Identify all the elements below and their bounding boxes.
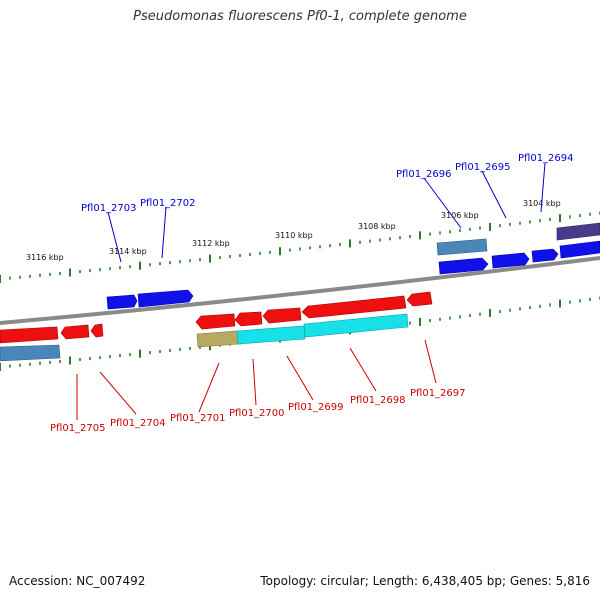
gene-label-pfl01-2704[interactable]: Pfl01_2704 [110, 418, 166, 429]
gene-arrow-partial-right[interactable] [559, 240, 600, 259]
topology-text: Topology: circular; Length: 6,438,405 bp… [260, 574, 590, 588]
gene-arrow-pfl01-2700[interactable] [234, 311, 263, 327]
gene-label-pfl01-2698[interactable]: Pfl01_2698 [350, 395, 406, 406]
feature-cyan-lower-1[interactable] [236, 325, 306, 345]
gene-arrow-pfl01-2704b[interactable] [90, 323, 104, 338]
accession-text: Accession: NC_007492 [9, 574, 146, 588]
kbp-label: 3112 kbp [192, 239, 230, 248]
gene-label-pfl01-2699[interactable]: Pfl01_2699 [288, 402, 344, 413]
gene-arrow-pfl01-2699[interactable] [262, 307, 302, 324]
feature-cyan-lower-2[interactable] [303, 313, 409, 338]
kbp-label: 3108 kbp [358, 222, 396, 231]
gene-label-pfl01-2696[interactable]: Pfl01_2696 [396, 169, 452, 180]
feature-steelblue-upper[interactable] [436, 238, 488, 256]
genome-title: Pseudomonas fluorescens Pf0-1, complete … [133, 9, 467, 24]
kbp-label: 3110 kbp [275, 231, 313, 240]
gene-arrow-pfl01-2695[interactable] [491, 252, 530, 269]
genome-backbone [0, 256, 600, 325]
gene-arrow-pfl01-2705[interactable] [0, 326, 59, 344]
gene-label-pfl01-2702[interactable]: Pfl01_2702 [140, 198, 196, 209]
gene-arrow-pfl01-2698[interactable] [301, 295, 407, 319]
gene-arrow-pfl01-2703[interactable] [106, 294, 138, 310]
gene-label-pfl01-2695[interactable]: Pfl01_2695 [455, 162, 511, 173]
feature-purple-upper[interactable] [556, 222, 600, 241]
gene-label-pfl01-2694[interactable]: Pfl01_2694 [518, 153, 574, 164]
gene-arrow-pfl01-2694[interactable] [531, 248, 559, 263]
kbp-label: 3106 kbp [441, 211, 479, 220]
feature-steelblue-lower[interactable] [0, 344, 61, 362]
feature-olive-lower[interactable] [196, 330, 239, 348]
gene-label-pfl01-2705[interactable]: Pfl01_2705 [50, 423, 106, 434]
gene-arrow-pfl01-2697[interactable] [406, 291, 433, 307]
gene-arrow-pfl01-2704[interactable] [60, 324, 90, 340]
forward-genes [106, 222, 600, 310]
forward-label-lines [107, 162, 546, 263]
gene-label-pfl01-2697[interactable]: Pfl01_2697 [410, 388, 466, 399]
gene-label-pfl01-2703[interactable]: Pfl01_2703 [81, 203, 137, 214]
kbp-label: 3116 kbp [26, 253, 64, 262]
gene-arrow-pfl01-2696[interactable] [438, 257, 489, 275]
upper-tick-track [0, 211, 600, 283]
gene-label-pfl01-2700[interactable]: Pfl01_2700 [229, 408, 285, 419]
gene-arrow-pfl01-2701[interactable] [195, 313, 236, 330]
kbp-label: 3114 kbp [109, 247, 147, 256]
reverse-genes [0, 291, 433, 362]
gene-label-pfl01-2701[interactable]: Pfl01_2701 [170, 413, 226, 424]
reverse-label-lines [76, 339, 437, 420]
gene-arrow-pfl01-2702[interactable] [137, 289, 194, 308]
